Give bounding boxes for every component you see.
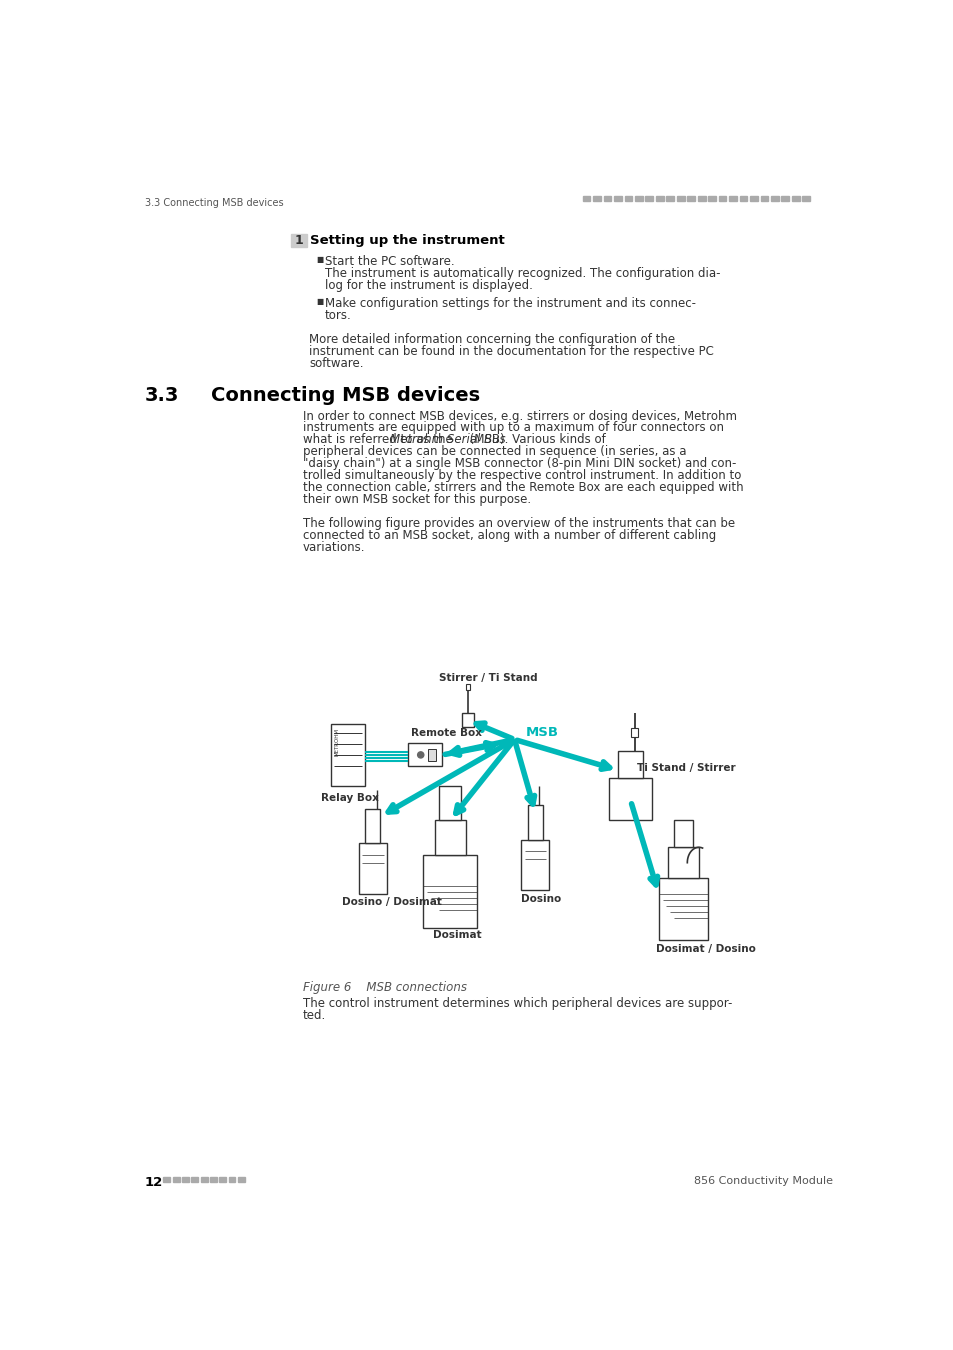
Bar xyxy=(718,196,725,201)
Text: Stirrer / Ti Stand: Stirrer / Ti Stand xyxy=(438,672,537,683)
Bar xyxy=(527,805,542,840)
Text: The instrument is automatically recognized. The configuration dia-: The instrument is automatically recogniz… xyxy=(324,267,720,279)
Bar xyxy=(428,749,436,761)
Bar xyxy=(614,196,621,201)
Bar xyxy=(331,724,365,786)
Bar xyxy=(707,196,716,201)
Bar xyxy=(358,844,386,894)
Bar xyxy=(791,196,799,201)
Text: Ti Stand / Stirrer: Ti Stand / Stirrer xyxy=(637,763,735,772)
Text: ■: ■ xyxy=(315,255,323,265)
Circle shape xyxy=(417,752,423,757)
Text: Remote Box: Remote Box xyxy=(411,728,482,738)
Bar xyxy=(667,848,699,878)
Bar xyxy=(461,713,474,728)
Text: tors.: tors. xyxy=(324,309,351,321)
Bar xyxy=(624,196,632,201)
Bar xyxy=(172,1177,179,1183)
Text: instruments are equipped with up to a maximum of four connectors on: instruments are equipped with up to a ma… xyxy=(303,421,723,435)
Text: Connecting MSB devices: Connecting MSB devices xyxy=(211,386,479,405)
Text: 3.3 Connecting MSB devices: 3.3 Connecting MSB devices xyxy=(145,198,283,208)
Text: 3.3: 3.3 xyxy=(145,386,179,405)
Bar xyxy=(608,778,652,821)
Bar xyxy=(760,196,767,201)
Text: Setting up the instrument: Setting up the instrument xyxy=(310,234,504,247)
Text: Metrohm Serial Bus: Metrohm Serial Bus xyxy=(390,433,505,447)
Bar xyxy=(408,744,442,767)
Bar xyxy=(686,196,695,201)
Text: what is referred to as the: what is referred to as the xyxy=(303,433,456,447)
Bar xyxy=(739,196,746,201)
Text: METROHM: METROHM xyxy=(335,728,339,756)
Bar xyxy=(658,878,707,940)
Bar xyxy=(200,1177,208,1183)
Text: software.: software. xyxy=(309,356,363,370)
Bar xyxy=(770,196,778,201)
Text: More detailed information concerning the configuration of the: More detailed information concerning the… xyxy=(309,332,675,346)
Bar xyxy=(521,840,549,890)
Text: Dosino: Dosino xyxy=(521,894,561,903)
Bar xyxy=(219,1177,226,1183)
Bar xyxy=(192,1177,198,1183)
Bar xyxy=(210,1177,216,1183)
Text: Relay Box: Relay Box xyxy=(320,794,378,803)
Text: ted.: ted. xyxy=(303,1010,326,1022)
Bar xyxy=(656,196,663,201)
Text: instrument can be found in the documentation for the respective PC: instrument can be found in the documenta… xyxy=(309,344,713,358)
Text: trolled simultaneously by the respective control instrument. In addition to: trolled simultaneously by the respective… xyxy=(303,470,740,482)
Text: the connection cable, stirrers and the Remote Box are each equipped with: the connection cable, stirrers and the R… xyxy=(303,481,742,494)
Bar xyxy=(603,196,611,201)
Bar xyxy=(801,196,809,201)
Text: 12: 12 xyxy=(145,1176,163,1189)
Text: variations.: variations. xyxy=(303,541,365,554)
Bar xyxy=(435,821,465,855)
Text: 1: 1 xyxy=(294,234,303,247)
Text: ■: ■ xyxy=(315,297,323,306)
Bar xyxy=(635,196,642,201)
Text: The control instrument determines which peripheral devices are suppor-: The control instrument determines which … xyxy=(303,998,732,1010)
Text: Make configuration settings for the instrument and its connec-: Make configuration settings for the inst… xyxy=(324,297,695,310)
Bar xyxy=(229,1177,235,1183)
Bar xyxy=(630,728,638,737)
Bar xyxy=(439,786,460,821)
Text: Dosimat: Dosimat xyxy=(433,930,481,941)
Text: The following figure provides an overview of the instruments that can be: The following figure provides an overvie… xyxy=(303,517,734,531)
Bar xyxy=(182,1177,189,1183)
Bar xyxy=(676,196,684,201)
Text: peripheral devices can be connected in sequence (in series, as a: peripheral devices can be connected in s… xyxy=(303,446,686,459)
Bar xyxy=(593,196,600,201)
Bar xyxy=(697,196,705,201)
Bar xyxy=(749,196,757,201)
Bar xyxy=(291,234,307,247)
Bar xyxy=(674,821,692,848)
Text: 856 Conductivity Module: 856 Conductivity Module xyxy=(693,1176,832,1187)
Bar xyxy=(645,196,653,201)
Bar xyxy=(666,196,674,201)
Text: (MSB). Various kinds of: (MSB). Various kinds of xyxy=(465,433,605,447)
Bar xyxy=(465,684,470,690)
Bar xyxy=(237,1177,245,1183)
Bar xyxy=(365,809,380,844)
Text: "daisy chain") at a single MSB connector (8-pin Mini DIN socket) and con-: "daisy chain") at a single MSB connector… xyxy=(303,458,736,470)
Text: In order to connect MSB devices, e.g. stirrers or dosing devices, Metrohm: In order to connect MSB devices, e.g. st… xyxy=(303,409,736,423)
Bar xyxy=(422,855,476,929)
Bar xyxy=(781,196,788,201)
Text: Figure 6    MSB connections: Figure 6 MSB connections xyxy=(303,980,466,994)
Text: Dosino / Dosimat: Dosino / Dosimat xyxy=(341,898,441,907)
Text: connected to an MSB socket, along with a number of different cabling: connected to an MSB socket, along with a… xyxy=(303,529,716,541)
Bar xyxy=(163,1177,171,1183)
Bar xyxy=(728,196,736,201)
Bar xyxy=(618,751,642,778)
Text: log for the instrument is displayed.: log for the instrument is displayed. xyxy=(324,279,532,292)
Text: Dosimat / Dosino: Dosimat / Dosino xyxy=(656,944,756,953)
Text: MSB: MSB xyxy=(525,726,558,738)
Text: Start the PC software.: Start the PC software. xyxy=(324,255,454,269)
Bar xyxy=(582,196,590,201)
Text: their own MSB socket for this purpose.: their own MSB socket for this purpose. xyxy=(303,493,531,506)
